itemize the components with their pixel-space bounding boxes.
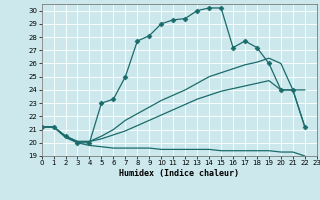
- X-axis label: Humidex (Indice chaleur): Humidex (Indice chaleur): [119, 169, 239, 178]
